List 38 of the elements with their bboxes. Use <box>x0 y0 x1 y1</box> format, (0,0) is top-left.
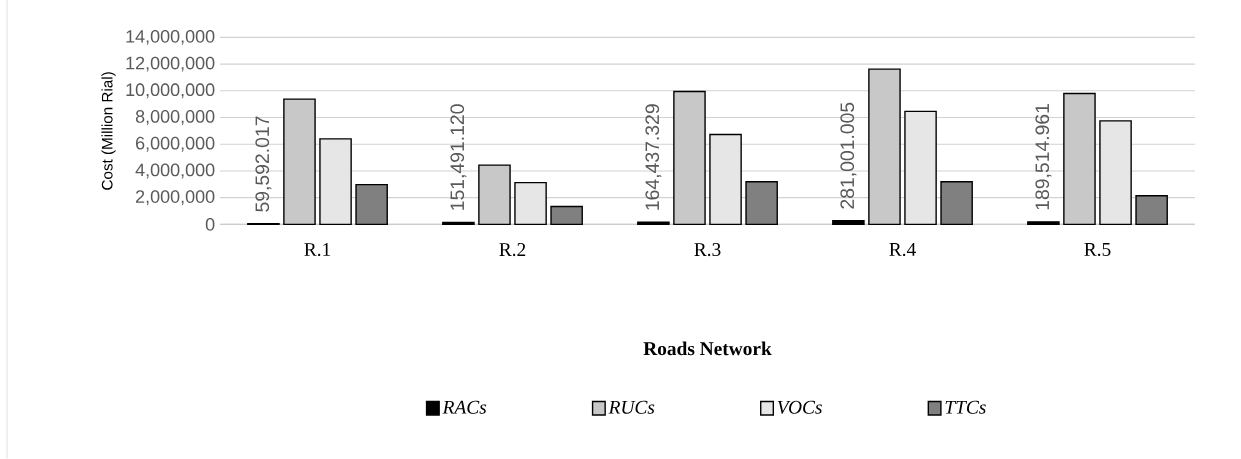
data-label: 59,592.017 <box>255 116 272 212</box>
bar <box>1099 120 1132 226</box>
bar <box>940 181 973 226</box>
y-axis-title: Cost (Million Rial) <box>101 72 116 190</box>
bar <box>550 205 583 226</box>
data-label: 164,437.329 <box>645 104 662 210</box>
y-tick-label: 14,000,000 <box>126 30 215 45</box>
y-tick-label: 6,000,000 <box>136 136 215 152</box>
y-tick-label: 2,000,000 <box>136 190 215 206</box>
data-label: 281,001.005 <box>840 102 857 209</box>
legend-label: RUCs <box>608 400 655 414</box>
bar <box>319 138 352 226</box>
bar <box>637 221 670 226</box>
x-tick-label: R.4 <box>889 243 916 257</box>
y-tick-label: 0 <box>205 218 215 231</box>
y-tick-label: 4,000,000 <box>135 163 215 179</box>
bar <box>355 183 388 226</box>
x-tick-label: R.5 <box>1084 243 1111 257</box>
x-tick-label: R.1 <box>304 243 331 257</box>
bar <box>745 181 778 226</box>
x-tick-label: R.3 <box>694 243 721 257</box>
bar <box>1027 221 1060 226</box>
legend-label: VOCs <box>777 400 822 415</box>
bar <box>442 221 475 226</box>
y-tick-label: 8,000,000 <box>135 110 215 126</box>
data-label: 189,514.961 <box>1035 104 1052 210</box>
bar <box>709 133 742 226</box>
legend-label: TTCs <box>945 400 986 414</box>
legend-label: RACs <box>442 400 487 414</box>
bar <box>904 110 937 226</box>
y-tick-label: 12,000,000 <box>126 56 215 72</box>
y-tick-label: 10,000,000 <box>126 83 215 99</box>
data-label: 151,491.120 <box>450 104 467 210</box>
x-tick-label: R.2 <box>499 243 526 257</box>
x-axis-title: Roads Network <box>643 341 772 356</box>
bar <box>832 220 865 226</box>
bar <box>1135 195 1168 226</box>
bar <box>514 181 547 226</box>
